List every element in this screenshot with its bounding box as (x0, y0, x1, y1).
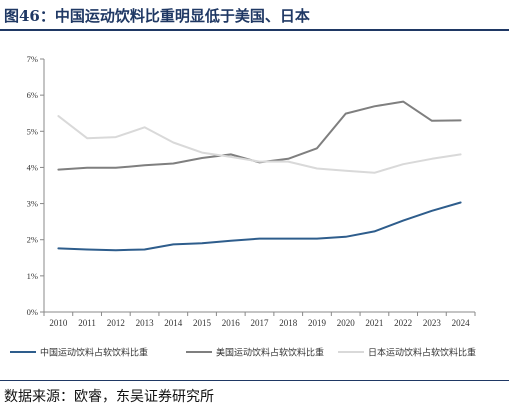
legend-label: 美国运动饮料占软饮料比重 (216, 347, 324, 358)
y-tick-label: 0% (27, 307, 38, 317)
x-tick-label: 2016 (222, 318, 241, 328)
x-tick-label: 2019 (308, 318, 327, 328)
y-tick-label: 7% (27, 54, 38, 64)
x-tick-label: 2018 (279, 318, 298, 328)
y-tick-label: 3% (27, 199, 38, 209)
series-line-1 (57, 201, 462, 252)
y-tick-label: 6% (27, 90, 38, 100)
chart-legend: 中国运动饮料占软饮料比重 美国运动饮料占软饮料比重 日本运动饮料占软饮料比重 (10, 347, 476, 358)
line-chart: 0% 1% 2% 3% 4% 5% 6% 7% 2010 2011 2012 2013 2014 2015… (10, 54, 476, 358)
y-tick-label: 1% (27, 271, 38, 281)
figure-source: 数据来源：欧睿，东吴证券研究所 (4, 389, 214, 405)
x-tick-label: 2021 (365, 318, 383, 328)
figure-title: 图46：中国运动饮料比重明显低于美国、日本 (4, 7, 310, 25)
x-tick-label: 2020 (337, 318, 356, 328)
legend-label: 中国运动饮料占软饮料比重 (40, 347, 148, 358)
series-line-3 (57, 115, 462, 174)
chart-series (57, 100, 462, 252)
x-tick-label: 2023 (423, 318, 442, 328)
x-tick-label: 2012 (107, 318, 125, 328)
chart-axes: 0% 1% 2% 3% 4% 5% 6% 7% 2010 2011 2012 2013 2014 2015… (27, 54, 476, 328)
x-tick-label: 2017 (251, 318, 270, 328)
x-tick-label: 2024 (452, 318, 471, 328)
y-tick-label: 2% (27, 235, 38, 245)
x-tick-label: 2014 (164, 318, 183, 328)
chart-container: 0% 1% 2% 3% 4% 5% 6% 7% 2010 2011 2012 2013 2014 2015… (0, 34, 509, 379)
title-divider (0, 29, 509, 31)
x-tick-label: 2010 (49, 318, 68, 328)
x-tick-label: 2011 (78, 318, 96, 328)
source-divider (0, 380, 509, 381)
y-tick-label: 4% (27, 162, 38, 172)
legend-label: 日本运动饮料占软饮料比重 (368, 347, 476, 358)
x-tick-label: 2013 (136, 318, 155, 328)
y-tick-label: 5% (27, 126, 38, 136)
figure-title-bar: 图46：中国运动饮料比重明显低于美国、日本 (0, 0, 509, 31)
x-tick-label: 2022 (394, 318, 412, 328)
x-tick-label: 2015 (193, 318, 212, 328)
